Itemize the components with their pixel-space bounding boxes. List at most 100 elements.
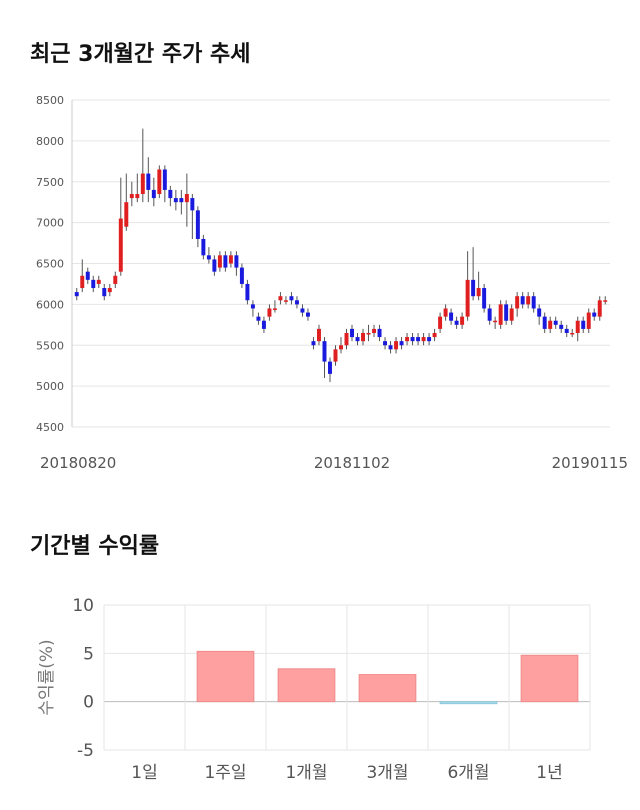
candle-body xyxy=(322,341,327,362)
candle xyxy=(427,332,432,346)
candle xyxy=(322,337,327,378)
candle-body xyxy=(102,288,107,297)
candle-body xyxy=(432,332,437,338)
candle xyxy=(471,247,476,301)
candle-y-tick-label: 5500 xyxy=(36,339,64,352)
candle xyxy=(570,328,575,338)
candle-body xyxy=(333,349,338,362)
candle-x-tick-label: 20181102 xyxy=(314,454,390,472)
candle xyxy=(487,304,492,325)
candle-body xyxy=(311,341,316,346)
candle-body xyxy=(460,316,465,325)
candle-body xyxy=(592,312,597,317)
candle xyxy=(559,320,564,333)
candle-y-tick-label: 6500 xyxy=(36,258,64,271)
candle xyxy=(537,304,542,325)
candle-y-tick-label: 5000 xyxy=(36,380,64,393)
candle-body xyxy=(124,202,129,227)
candle-body xyxy=(272,308,277,310)
candle xyxy=(548,316,553,333)
returns-y-tick-label: 10 xyxy=(72,596,94,616)
candle xyxy=(405,332,410,346)
returns-bar-chart: -5 0 5 10 수익률(%) 1일 1주일 1개월 3개월 6개월 1년 xyxy=(37,596,591,783)
candle xyxy=(283,296,288,305)
candle-body xyxy=(223,255,228,268)
candle-body xyxy=(531,296,536,309)
candle-body xyxy=(212,259,217,272)
candle-body xyxy=(184,194,189,203)
candle-body xyxy=(344,332,349,346)
candle xyxy=(416,332,421,346)
candle-y-tick-label: 4500 xyxy=(36,421,64,434)
candle xyxy=(217,251,222,272)
candle-body xyxy=(487,308,492,321)
returns-bar xyxy=(277,668,336,703)
candle xyxy=(294,296,299,309)
returns-y-tick-label: 5 xyxy=(83,644,94,664)
candle-body xyxy=(278,296,283,301)
candle-body xyxy=(328,361,332,374)
candle xyxy=(366,324,371,342)
candle xyxy=(135,173,140,203)
candle-body xyxy=(228,255,233,264)
candle xyxy=(328,357,332,383)
returns-bar xyxy=(439,701,498,705)
candle xyxy=(388,341,393,354)
candle xyxy=(564,324,569,338)
candle xyxy=(289,292,294,305)
returns-category-label: 1주일 xyxy=(204,763,246,783)
candle-body xyxy=(305,312,310,317)
candle-body xyxy=(449,312,454,321)
returns-category-label: 6개월 xyxy=(447,763,489,783)
candle-body xyxy=(250,304,255,309)
candle xyxy=(592,308,597,321)
candle-body xyxy=(438,316,443,329)
candle xyxy=(102,283,107,301)
returns-category-label: 1년 xyxy=(536,763,562,783)
candle-body xyxy=(355,337,360,342)
candle-body xyxy=(498,304,503,325)
candle xyxy=(339,337,343,354)
candle xyxy=(206,247,211,264)
candle xyxy=(509,304,514,325)
candle-body xyxy=(140,173,145,195)
candle xyxy=(454,316,459,329)
candle xyxy=(460,312,465,329)
returns-bar xyxy=(196,650,255,703)
candle-body xyxy=(493,320,498,323)
candle-body xyxy=(195,210,200,239)
candle xyxy=(542,312,547,333)
candle xyxy=(179,189,184,215)
candle-y-tick-label: 6000 xyxy=(36,298,64,311)
returns-grid xyxy=(103,604,591,751)
candle xyxy=(305,308,310,321)
candle xyxy=(482,283,487,313)
candle-body xyxy=(570,332,575,335)
candle xyxy=(498,300,503,329)
candle-body xyxy=(504,304,509,321)
returns-y-axis-label: 수익률(%) xyxy=(37,639,57,715)
candle xyxy=(333,345,338,366)
candle-body xyxy=(515,296,520,309)
candle-body xyxy=(383,341,388,346)
candle xyxy=(124,173,129,231)
candle xyxy=(443,304,448,321)
candle-body xyxy=(135,194,140,199)
candle xyxy=(449,308,454,325)
candle xyxy=(201,234,206,260)
candle-body xyxy=(372,328,377,333)
candle-body xyxy=(339,345,343,350)
candle-body xyxy=(85,271,90,280)
candle-body xyxy=(157,169,162,195)
returns-category-label: 3개월 xyxy=(366,763,408,783)
candle xyxy=(581,316,586,333)
candle-body xyxy=(173,198,178,203)
candle-body xyxy=(564,328,569,333)
candle xyxy=(520,292,525,309)
candle-body xyxy=(421,337,426,342)
candle-body xyxy=(256,316,261,321)
candle xyxy=(256,312,261,325)
returns-y-tick-label: -5 xyxy=(77,741,94,761)
candle-body xyxy=(465,279,470,317)
candle xyxy=(80,259,85,293)
